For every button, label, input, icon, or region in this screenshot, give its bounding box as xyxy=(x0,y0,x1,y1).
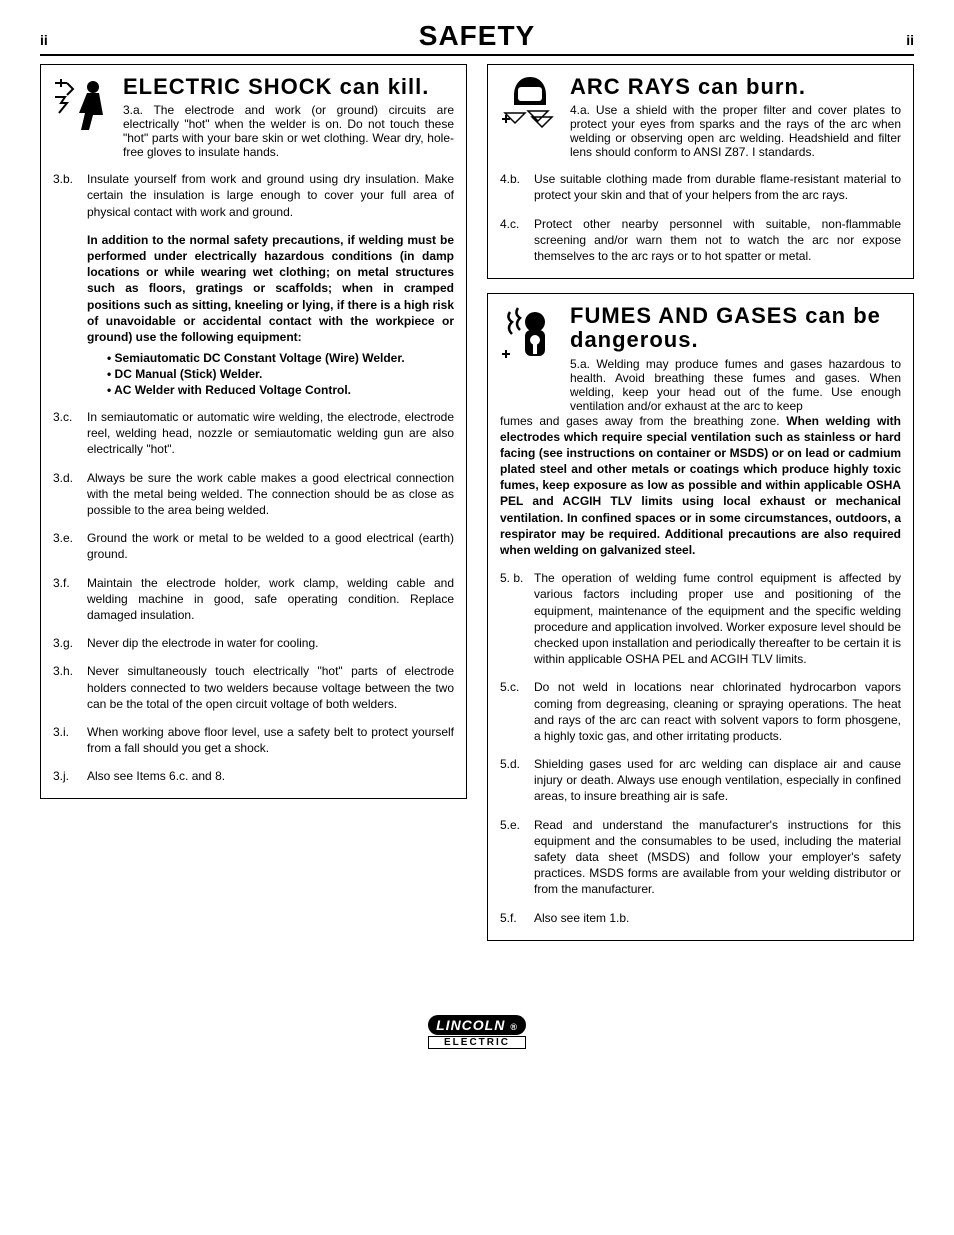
item-3b: 3.b.Insulate yourself from work and grou… xyxy=(53,171,454,220)
item-3a: 3.a. The electrode and work (or ground) … xyxy=(123,103,454,159)
item-3h: 3.h.Never simultaneously touch electrica… xyxy=(53,663,454,712)
arc-rays-section: ARC RAYS can burn. 4.a. Use a shield wit… xyxy=(487,64,914,279)
arc-rays-icon xyxy=(500,75,560,135)
fumes-gases-icon xyxy=(500,304,560,364)
item-3g: 3.g.Never dip the electrode in water for… xyxy=(53,635,454,651)
item-3j: 3.j.Also see Items 6.c. and 8. xyxy=(53,768,454,784)
page-number-right: ii xyxy=(906,32,914,48)
arc-rays-title: ARC RAYS can burn. xyxy=(570,75,901,99)
footer-logo: LINCOLN ® ELECTRIC xyxy=(40,1015,914,1050)
equipment-bullets: • Semiautomatic DC Constant Voltage (Wir… xyxy=(53,351,454,397)
item-5e: 5.e.Read and understand the manufacturer… xyxy=(500,817,901,898)
page-number-left: ii xyxy=(40,32,48,48)
item-3c: 3.c.In semiautomatic or automatic wire w… xyxy=(53,409,454,458)
fumes-gases-title: FUMES AND GASES can be dangerous. xyxy=(570,304,901,352)
equipment-bullet: • AC Welder with Reduced Voltage Control… xyxy=(107,383,454,397)
equipment-bullet: • DC Manual (Stick) Welder. xyxy=(107,367,454,381)
hazardous-conditions-block: In addition to the normal safety precaut… xyxy=(53,232,454,345)
right-column: ARC RAYS can burn. 4.a. Use a shield wit… xyxy=(487,64,914,955)
equipment-bullet: • Semiautomatic DC Constant Voltage (Wir… xyxy=(107,351,454,365)
item-4b: 4.b.Use suitable clothing made from dura… xyxy=(500,171,901,203)
electric-shock-section: ELECTRIC SHOCK can kill. 3.a. The electr… xyxy=(40,64,467,799)
fumes-continuation: fumes and gases away from the breathing … xyxy=(500,413,901,559)
logo-bottom: ELECTRIC xyxy=(428,1036,526,1049)
item-5f: 5.f.Also see item 1.b. xyxy=(500,910,901,926)
page-title: SAFETY xyxy=(419,20,535,52)
item-3i: 3.i.When working above floor level, use … xyxy=(53,724,454,756)
fumes-gases-section: FUMES AND GASES can be dangerous. 5.a. W… xyxy=(487,293,914,941)
page-header: ii SAFETY ii xyxy=(40,20,914,56)
left-column: ELECTRIC SHOCK can kill. 3.a. The electr… xyxy=(40,64,467,955)
content-columns: ELECTRIC SHOCK can kill. 3.a. The electr… xyxy=(40,64,914,955)
logo-top: LINCOLN ® xyxy=(428,1015,526,1035)
item-5d: 5.d.Shielding gases used for arc welding… xyxy=(500,756,901,805)
item-5c: 5.c.Do not weld in locations near chlori… xyxy=(500,679,901,744)
item-4a: 4.a. Use a shield with the proper filter… xyxy=(570,103,901,159)
item-5a: 5.a. Welding may produce fumes and gases… xyxy=(570,357,901,413)
item-3d: 3.d.Always be sure the work cable makes … xyxy=(53,470,454,519)
item-5b: 5. b.The operation of welding fume contr… xyxy=(500,570,901,667)
electric-shock-icon xyxy=(53,75,113,135)
item-4c: 4.c.Protect other nearby personnel with … xyxy=(500,216,901,265)
item-3e: 3.e.Ground the work or metal to be welde… xyxy=(53,530,454,562)
electric-shock-title: ELECTRIC SHOCK can kill. xyxy=(123,75,454,99)
item-3f: 3.f.Maintain the electrode holder, work … xyxy=(53,575,454,624)
